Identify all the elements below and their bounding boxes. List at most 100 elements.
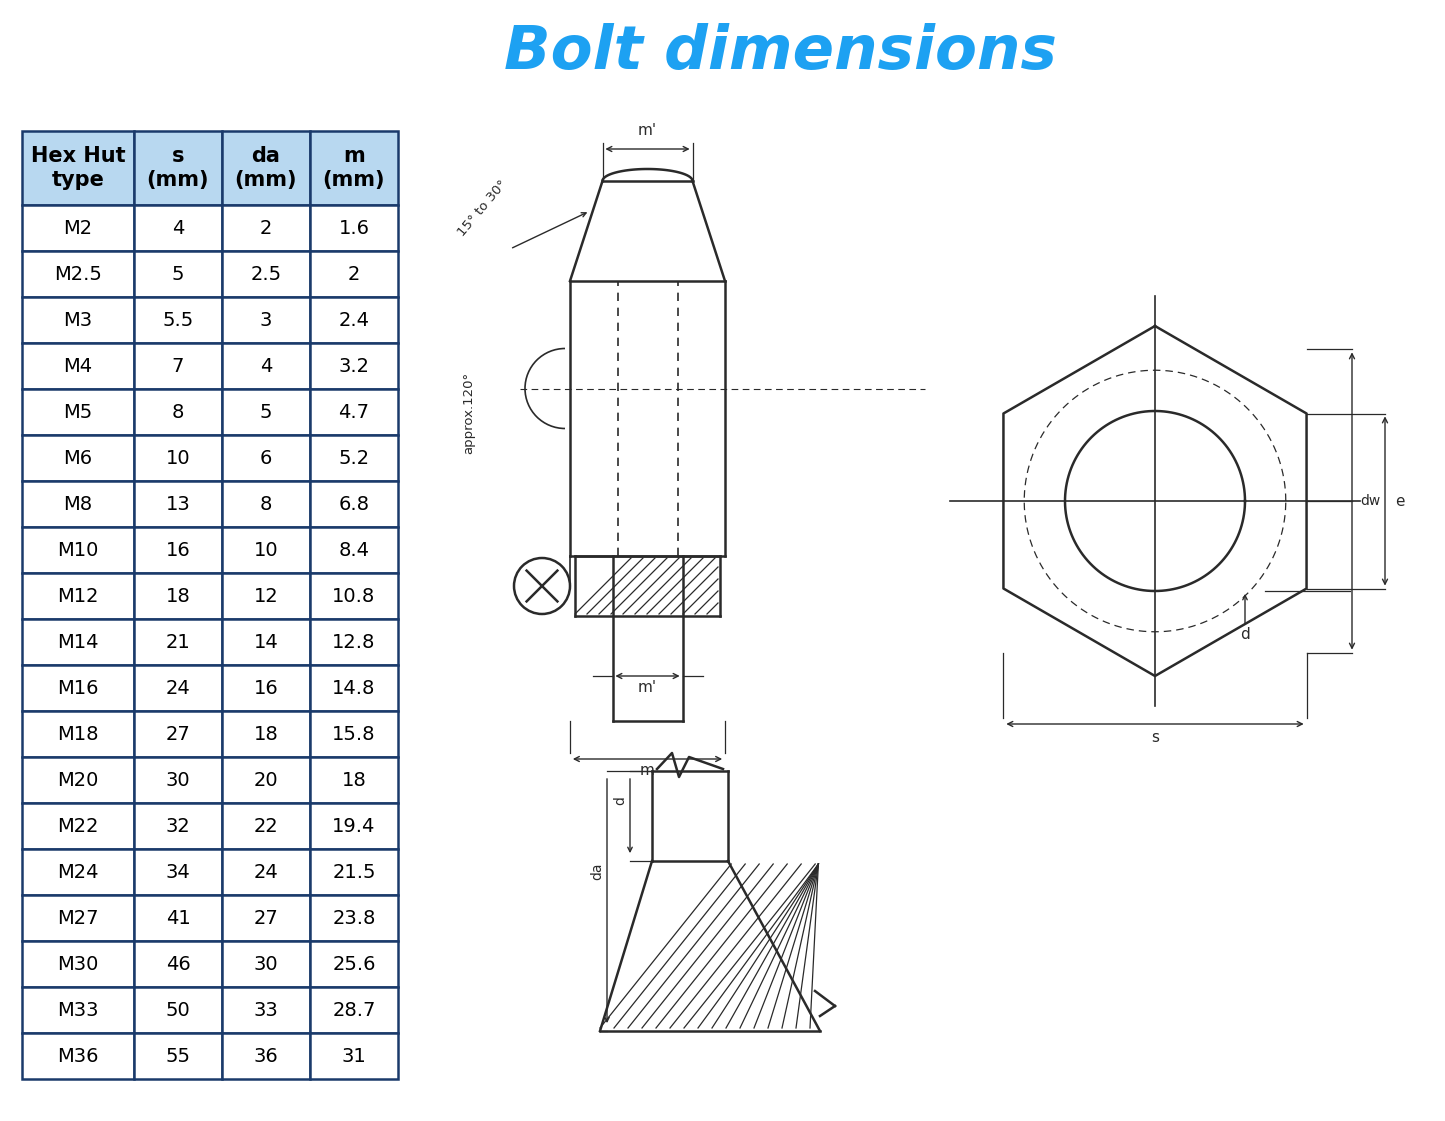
Text: e: e — [1394, 493, 1405, 509]
Bar — [223, 619, 311, 665]
Text: 5.5: 5.5 — [162, 311, 194, 330]
Text: 23.8: 23.8 — [332, 908, 376, 927]
Bar — [311, 205, 397, 251]
Bar — [223, 757, 311, 803]
Bar — [22, 665, 134, 711]
Bar — [22, 895, 134, 941]
Text: 2.4: 2.4 — [338, 311, 370, 330]
Text: M16: M16 — [58, 678, 98, 697]
Bar — [134, 665, 223, 711]
Bar — [22, 527, 134, 573]
Text: 15° to 30°: 15° to 30° — [455, 178, 509, 239]
Bar — [223, 711, 311, 757]
Bar — [311, 849, 397, 895]
Text: da: da — [590, 862, 604, 880]
Bar — [311, 343, 397, 389]
Bar — [22, 619, 134, 665]
Bar — [22, 757, 134, 803]
Bar — [134, 205, 223, 251]
Text: 28.7: 28.7 — [332, 1001, 376, 1019]
Text: 2.5: 2.5 — [250, 265, 282, 284]
Text: M22: M22 — [58, 816, 98, 835]
Bar — [223, 481, 311, 527]
Bar — [223, 251, 311, 297]
Text: da
(mm): da (mm) — [234, 147, 298, 189]
Bar — [134, 803, 223, 849]
Bar — [134, 895, 223, 941]
Text: M20: M20 — [58, 770, 98, 789]
Text: M33: M33 — [58, 1001, 98, 1019]
Text: m: m — [640, 763, 655, 778]
Text: M4: M4 — [64, 356, 92, 376]
Text: 21.5: 21.5 — [332, 862, 376, 881]
Text: 4: 4 — [260, 356, 272, 376]
Bar — [223, 205, 311, 251]
Bar — [223, 849, 311, 895]
Text: 12: 12 — [254, 586, 279, 605]
Text: M8: M8 — [64, 494, 92, 513]
Bar — [223, 297, 311, 343]
Bar — [311, 481, 397, 527]
Bar — [134, 573, 223, 619]
Bar — [134, 251, 223, 297]
Bar — [134, 527, 223, 573]
Text: 24: 24 — [254, 862, 279, 881]
Bar — [311, 435, 397, 481]
Text: 18: 18 — [341, 770, 367, 789]
Bar — [134, 481, 223, 527]
Bar — [311, 803, 397, 849]
Text: 16: 16 — [254, 678, 279, 697]
Text: 55: 55 — [166, 1047, 191, 1065]
Bar — [134, 986, 223, 1032]
Bar — [311, 297, 397, 343]
Bar — [134, 941, 223, 986]
Text: 27: 27 — [166, 724, 191, 743]
Bar — [311, 573, 397, 619]
Bar — [311, 986, 397, 1032]
Bar — [311, 711, 397, 757]
Text: M10: M10 — [58, 540, 98, 559]
Text: 2: 2 — [260, 219, 272, 238]
Bar — [134, 1032, 223, 1080]
Text: approx.120°: approx.120° — [462, 372, 475, 454]
Text: m': m' — [637, 680, 657, 695]
Text: 21: 21 — [166, 632, 191, 651]
Bar — [223, 941, 311, 986]
Bar — [22, 711, 134, 757]
Text: s: s — [1152, 730, 1159, 745]
Bar — [22, 205, 134, 251]
Text: 10: 10 — [254, 540, 279, 559]
Bar — [311, 895, 397, 941]
Bar — [22, 297, 134, 343]
Text: 5.2: 5.2 — [338, 448, 370, 467]
Text: 8: 8 — [260, 494, 272, 513]
Text: 30: 30 — [166, 770, 191, 789]
Bar — [223, 389, 311, 435]
Bar — [134, 849, 223, 895]
Text: 19.4: 19.4 — [332, 816, 376, 835]
Text: Hex Hut
type: Hex Hut type — [30, 147, 126, 189]
Text: 18: 18 — [166, 586, 191, 605]
Text: dw: dw — [1360, 494, 1380, 508]
Bar — [311, 131, 397, 205]
Text: m': m' — [637, 123, 657, 138]
Text: 13: 13 — [166, 494, 191, 513]
Bar — [311, 941, 397, 986]
Text: 50: 50 — [166, 1001, 191, 1019]
Text: 1.6: 1.6 — [338, 219, 370, 238]
Text: 14.8: 14.8 — [332, 678, 376, 697]
Text: 20: 20 — [254, 770, 279, 789]
Bar — [223, 1032, 311, 1080]
Text: 32: 32 — [166, 816, 191, 835]
Text: M18: M18 — [58, 724, 98, 743]
Text: d: d — [1240, 627, 1250, 642]
Bar — [22, 435, 134, 481]
Text: 5: 5 — [172, 265, 185, 284]
Bar — [22, 573, 134, 619]
Bar — [22, 986, 134, 1032]
Text: 14: 14 — [254, 632, 279, 651]
Bar — [134, 389, 223, 435]
Text: 16: 16 — [166, 540, 191, 559]
Text: 4: 4 — [172, 219, 184, 238]
Text: Bolt dimensions: Bolt dimensions — [503, 24, 1056, 83]
